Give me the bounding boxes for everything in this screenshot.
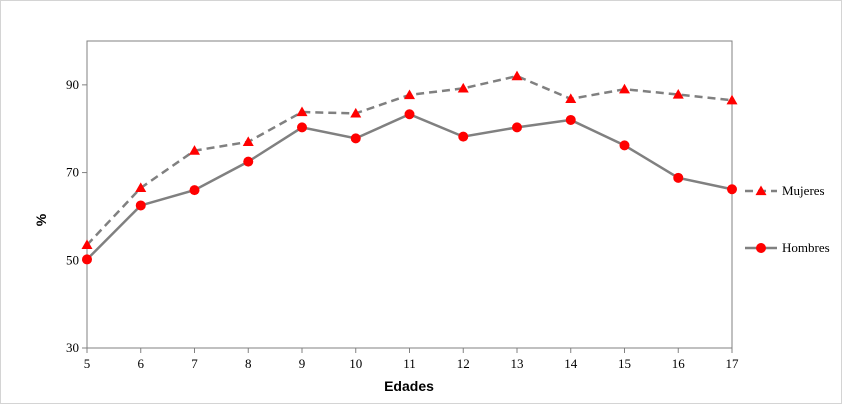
data-point-mujeres [189,145,200,155]
data-point-hombres [404,109,415,120]
data-point-hombres [619,140,630,151]
x-tick-label: 12 [457,356,470,371]
data-point-mujeres [457,82,469,93]
x-tick-label: 8 [245,356,252,371]
plot-area [86,40,733,349]
x-tick-label: 13 [511,356,524,371]
y-axis: 30 50 70 90 [66,77,87,355]
x-tick-label: 7 [191,356,198,371]
legend-label-mujeres: Mujeres [782,183,825,198]
data-point-hombres [135,200,146,211]
series-layer [81,70,738,265]
series-mujeres [81,70,738,250]
x-tick-label: 11 [403,356,416,371]
data-point-mujeres [404,89,415,100]
x-tick-label: 14 [564,356,578,371]
y-tick-label: 70 [66,165,79,180]
data-point-hombres [565,114,576,125]
data-point-hombres [297,122,307,133]
x-tick-label: 17 [726,356,740,371]
data-point-hombres [673,172,684,183]
y-axis-title: % [33,213,49,226]
data-point-mujeres [135,182,147,193]
data-point-hombres [458,131,469,142]
data-point-mujeres [619,83,630,94]
data-point-mujeres [350,107,362,118]
x-tick-label: 5 [84,356,91,371]
x-tick-label: 15 [618,356,631,371]
x-tick-label: 9 [299,356,306,371]
x-tick-label: 10 [349,356,362,371]
legend: Mujeres Hombres [745,183,830,255]
y-tick-label: 30 [66,340,79,355]
data-point-mujeres [242,136,254,146]
x-tick-label: 6 [138,356,145,371]
data-point-hombres [350,133,361,144]
data-point-hombres [727,184,737,195]
y-tick-label: 90 [66,77,79,92]
legend-marker-hombres [756,243,766,253]
data-point-mujeres [511,70,523,81]
data-point-mujeres [672,89,684,99]
data-point-mujeres [296,106,308,117]
series-hombres [82,109,737,265]
legend-label-hombres: Hombres [782,240,830,255]
legend-item-mujeres: Mujeres [745,183,825,198]
data-point-mujeres [81,239,93,250]
x-axis-title: Edades [384,378,434,394]
data-point-mujeres [726,94,738,105]
x-tick-label: 16 [672,356,686,371]
data-point-mujeres [565,93,577,104]
data-point-hombres [512,122,522,133]
y-tick-label: 50 [66,252,79,267]
x-axis: 5 6 7 8 9 10 11 12 13 14 15 16 17 [84,348,739,371]
data-point-hombres [82,254,92,265]
data-point-hombres [189,185,200,196]
data-point-hombres [243,156,254,167]
legend-item-hombres: Hombres [745,240,830,255]
legend-marker-mujeres [755,185,767,196]
